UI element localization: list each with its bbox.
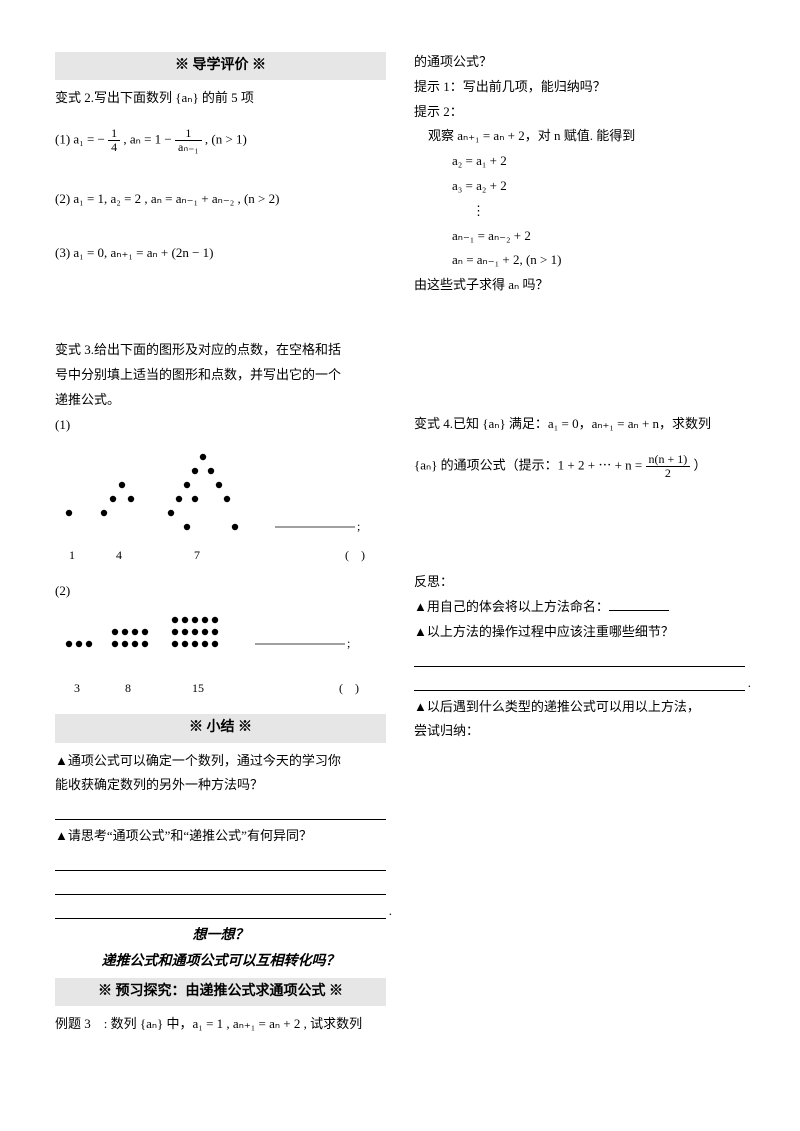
section-head-eval: ※ 导学评价 ※: [55, 52, 386, 80]
blank-line: .: [55, 901, 386, 919]
figure1-label: (1): [55, 415, 386, 436]
think-question: 递推公式和通项公式可以互相转化吗？: [55, 951, 386, 973]
variant2-item2: (2) a₁ = 1, a₂ = 2 , aₙ = aₙ₋₁ + aₙ₋₂ , …: [55, 189, 386, 210]
blank-line: [55, 853, 386, 871]
blank-inline: [609, 598, 669, 611]
r-l3: 提示 2：: [414, 102, 745, 123]
reflect-2: ▲以上方法的操作过程中应该注重哪些细节？: [414, 622, 745, 643]
variant2-item1: (1) a₁ = − 1 4 , aₙ = 1 − 1 aₙ₋₁ , (n > …: [55, 127, 386, 154]
r-l9: aₙ = aₙ₋₁ + 2, (n > 1): [414, 250, 745, 271]
blank-line: .: [414, 673, 745, 691]
variant3-line3: 递推公式。: [55, 390, 386, 411]
section-head-summary: ※ 小结 ※: [55, 714, 386, 742]
r-l2: 提示 1：写出前几项，能归纳吗？: [414, 77, 745, 98]
variant2-item3: (3) a₁ = 0, aₙ₊₁ = aₙ + (2n − 1): [55, 243, 386, 264]
figure1-dots: ;: [55, 441, 386, 540]
svg-text:;: ;: [357, 519, 360, 533]
formula-text: , (n > 1): [205, 132, 247, 147]
r-l1: 的通项公式？: [414, 52, 745, 73]
fraction: 1 aₙ₋₁: [175, 127, 202, 154]
summary-l2: 能收获确定数列的另外一种方法吗？: [55, 775, 386, 796]
svg-text:;: ;: [347, 636, 350, 650]
right-column: 的通项公式？ 提示 1：写出前几项，能归纳吗？ 提示 2： 观察 aₙ₊₁ = …: [414, 48, 745, 1039]
section-head-preview: ※ 预习探究：由递推公式求通项公式 ※: [55, 978, 386, 1006]
figure2-dots: ;: [55, 608, 386, 673]
blank-line: [414, 649, 745, 667]
reflect-4: 尝试归纳：: [414, 721, 745, 742]
think-title: 想一想？: [55, 925, 386, 947]
example3: 例题 3 : 数列 {aₙ} 中，a₁ = 1 , aₙ₊₁ = aₙ + 2 …: [55, 1014, 386, 1035]
blank-line: [55, 877, 386, 895]
left-column: ※ 导学评价 ※ 变式 2.写出下面数列 {aₙ} 的前 5 项 (1) a₁ …: [55, 48, 386, 1039]
figure2-numbers: 3 8 15 ( ): [55, 679, 386, 698]
figure2-label: (2): [55, 581, 386, 602]
formula-text: , aₙ = 1 −: [123, 132, 175, 147]
r-l5: a₂ = a₁ + 2: [414, 151, 745, 172]
r-l4: 观察 aₙ₊₁ = aₙ + 2，对 n 赋值. 能得到: [414, 126, 745, 147]
r-l7: ⋮: [414, 201, 745, 222]
formula-text: a₁ = −: [73, 132, 108, 147]
reflect-title: 反思：: [414, 572, 745, 593]
figure1-numbers: 1 4 7 ( ): [55, 546, 386, 565]
variant3-line1: 变式 3.给出下面的图形及对应的点数，在空格和括: [55, 340, 386, 361]
fraction: 1 4: [108, 127, 120, 154]
variant4-l1: 变式 4.已知 {aₙ} 满足：a₁ = 0，aₙ₊₁ = aₙ + n，求数列: [414, 414, 745, 435]
variant4-l2: {aₙ} 的通项公式（提示：1 + 2 + ⋯ + n = n(n + 1) 2…: [414, 453, 745, 480]
fraction: n(n + 1) 2: [646, 453, 691, 480]
r-l8: aₙ₋₁ = aₙ₋₂ + 2: [414, 226, 745, 247]
r-l10: 由这些式子求得 aₙ 吗？: [414, 275, 745, 296]
item-label: (1): [55, 132, 70, 147]
reflect-1: ▲用自己的体会将以上方法命名：: [414, 597, 745, 618]
r-l6: a₃ = a₂ + 2: [414, 176, 745, 197]
blank-line: [55, 802, 386, 820]
summary-l3: ▲请思考“通项公式”和“递推公式”有何异同？: [55, 826, 386, 847]
reflect-3: ▲以后遇到什么类型的递推公式可以用以上方法，: [414, 697, 745, 718]
variant2-title: 变式 2.写出下面数列 {aₙ} 的前 5 项: [55, 88, 386, 109]
variant3-line2: 号中分别填上适当的图形和点数，并写出它的一个: [55, 365, 386, 386]
summary-l1: ▲通项公式可以确定一个数列，通过今天的学习你: [55, 751, 386, 772]
